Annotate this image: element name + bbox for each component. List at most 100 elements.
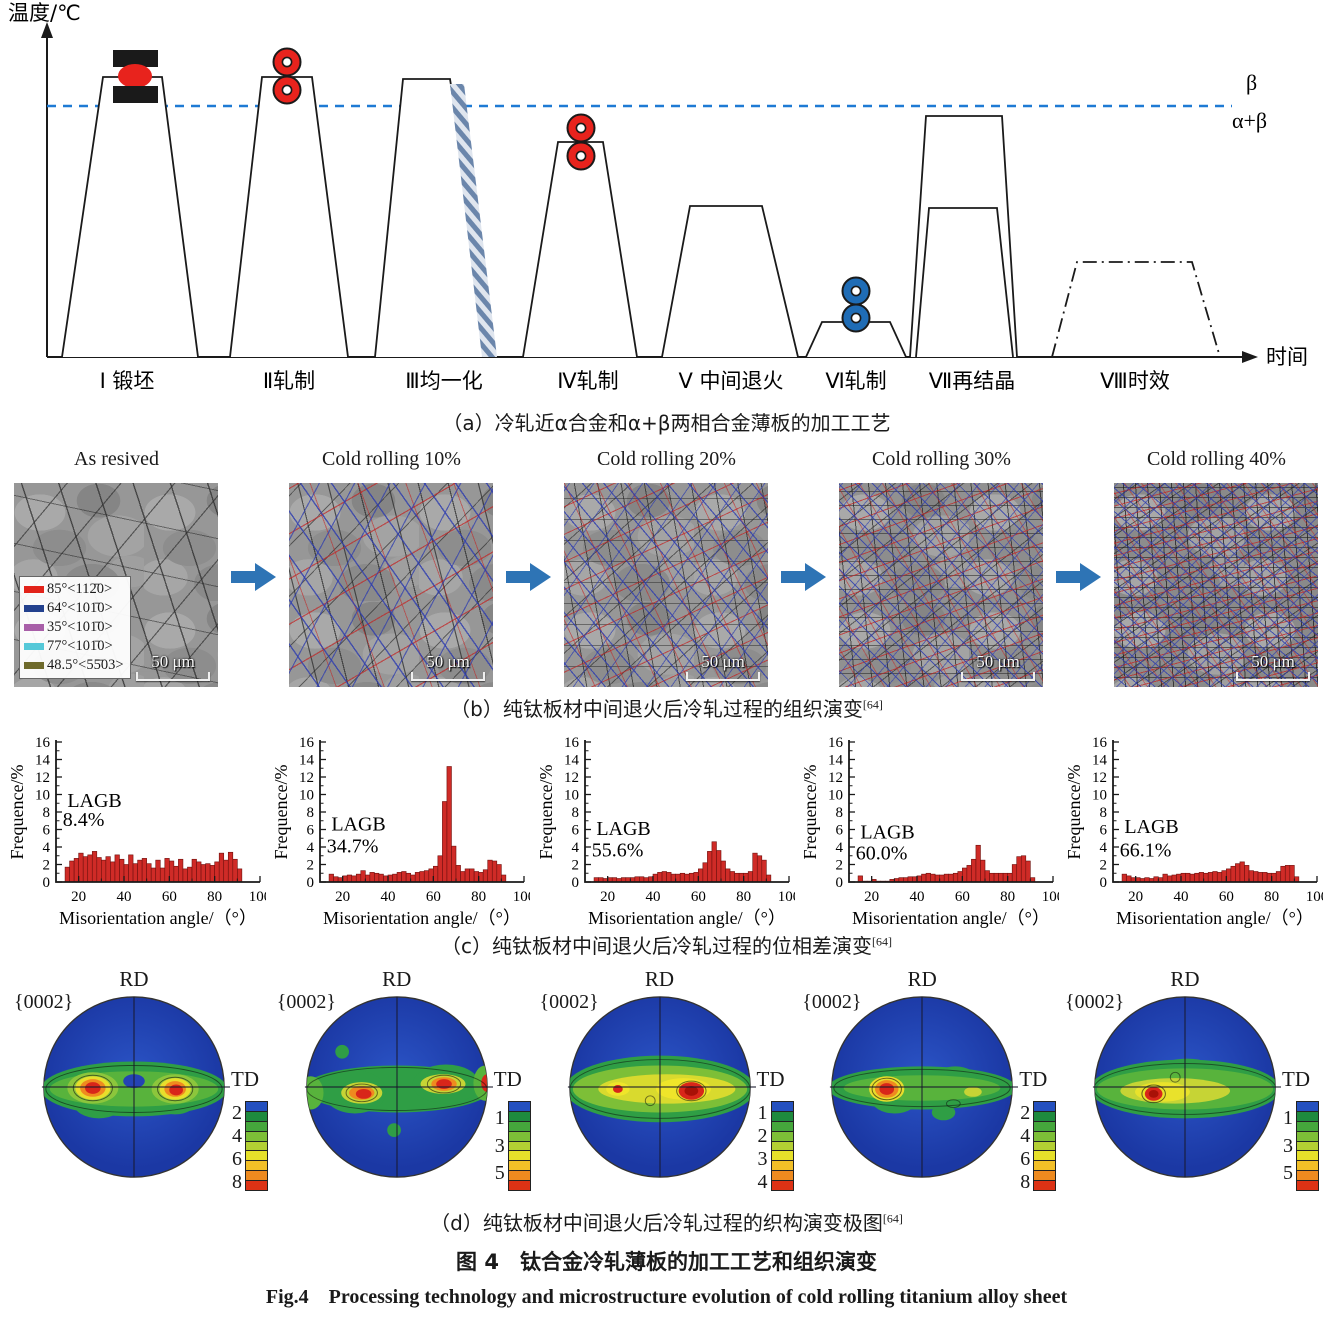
hot-roller-icon [272,47,302,105]
color-scale-gradient [1033,1101,1057,1191]
legend-item: 85°<112̄0> [24,580,124,599]
plane-label: {0002} [1065,991,1125,1013]
svg-text:0: 0 [835,875,843,891]
svg-text:Frequence/%: Frequence/% [1067,765,1084,860]
micrograph-as-received: As resived 85°<112̄0> 64°<101̄0> 35°<101… [14,448,219,687]
rd-label: RD [1170,967,1200,991]
stage-label-8: Ⅷ时效 [1100,369,1170,393]
svg-text:2: 2 [571,858,579,874]
svg-text:10: 10 [35,788,50,804]
svg-text:Misorientation angle/（°）: Misorientation angle/（°） [852,908,1050,928]
svg-text:2: 2 [43,858,51,874]
stage-label-4: Ⅳ轧制 [557,369,618,393]
svg-text:6: 6 [1100,823,1108,839]
svg-text:12: 12 [564,770,579,786]
arrow-icon [231,563,276,591]
stage-label-7: Ⅶ再结晶 [929,369,1016,393]
scale-bar: 50 μm [136,652,210,681]
legend-chip [24,643,44,650]
stage-label-1: Ⅰ 锻坯 [100,369,155,393]
svg-text:Misorientation angle/（°）: Misorientation angle/（°） [59,908,257,928]
color-scale-gradient [1296,1101,1319,1191]
svg-text:40: 40 [645,889,660,905]
svg-text:60: 60 [955,889,970,905]
y-axis-label: 温度/℃ [8,1,81,25]
stage-label-6: Ⅵ轧制 [825,369,886,393]
svg-text:34.7%: 34.7% [327,835,379,857]
scale-bar: 50 μm [411,652,485,681]
svg-text:10: 10 [828,788,843,804]
svg-text:4: 4 [307,840,315,856]
legend-chip [24,662,44,669]
svg-text:100: 100 [513,889,530,905]
micrograph-cr10: Cold rolling 10% 50 μm [289,448,494,687]
pole-figure-4: {0002} RD [800,967,1058,1205]
legend-item: 64°<101̄0> [24,599,124,618]
svg-text:12: 12 [1092,770,1107,786]
trapezoid-rolling-1 [229,47,349,358]
micrograph-row: As resived 85°<112̄0> 64°<101̄0> 35°<101… [0,442,1333,691]
pole-figure-plot [41,996,230,1178]
svg-text:LAGB: LAGB [860,821,914,843]
cold-roller-icon [841,276,871,333]
svg-text:16: 16 [35,735,51,751]
svg-text:0: 0 [307,875,315,891]
pole-figure-plot [567,996,756,1178]
arrow-icon [781,563,826,591]
micrograph-title: Cold rolling 40% [1147,448,1286,470]
pole-figure-plot [830,996,1019,1178]
svg-text:8: 8 [835,805,843,821]
stage-label-5: Ⅴ 中间退火 [678,369,783,393]
plane-label: {0002} [802,991,862,1013]
svg-text:2: 2 [835,858,843,874]
pole-figure-5: {0002} RD [1063,967,1321,1205]
ebsd-map-cr10: 50 μm [289,483,493,687]
svg-text:12: 12 [299,770,314,786]
alpha-beta-label: α+β [1232,108,1267,133]
y-axis: 温度/℃ [8,1,81,357]
trapezoid-rolling-3 [805,276,907,358]
ebsd-map-cr20: 50 μm [564,483,768,687]
process-diagram: 温度/℃ 时间 β α+β [8,1,1308,393]
svg-text:Misorientation angle/（°）: Misorientation angle/（°） [588,908,786,928]
caption-d: （d）纯钛板材中间退火后冷轧过程的织构演变极图[64] [430,1211,903,1235]
svg-text:55.6%: 55.6% [591,840,643,862]
svg-text:2: 2 [1100,858,1108,874]
svg-text:Misorientation angle/（°）: Misorientation angle/（°） [1116,908,1314,928]
svg-text:4: 4 [835,840,843,856]
svg-text:20: 20 [864,889,879,905]
svg-text:100: 100 [249,889,266,905]
svg-text:Frequence/%: Frequence/% [274,765,291,860]
svg-text:14: 14 [299,753,315,769]
svg-text:Frequence/%: Frequence/% [539,765,556,860]
stage-label-2: Ⅱ轧制 [263,369,315,393]
svg-text:40: 40 [381,889,396,905]
svg-text:100: 100 [1042,889,1059,905]
plane-label: {0002} [276,991,336,1013]
svg-text:14: 14 [564,753,580,769]
svg-text:10: 10 [564,788,579,804]
histogram-row: 024681012141620406080100LAGB8.4%Frequenc… [0,728,1333,928]
legend-chip [24,605,44,612]
svg-text:40: 40 [1174,889,1189,905]
svg-text:20: 20 [1128,889,1143,905]
svg-text:4: 4 [43,840,51,856]
rd-label: RD [907,967,937,991]
rd-label: RD [119,967,149,991]
arrow-icon [1056,563,1101,591]
svg-text:16: 16 [564,735,580,751]
rd-label: RD [382,967,412,991]
legend-chip [24,586,44,593]
legend-item: 48.5°<55̄03> [24,656,124,675]
forging-press-icon [113,50,158,103]
svg-text:LAGB: LAGB [596,818,650,840]
